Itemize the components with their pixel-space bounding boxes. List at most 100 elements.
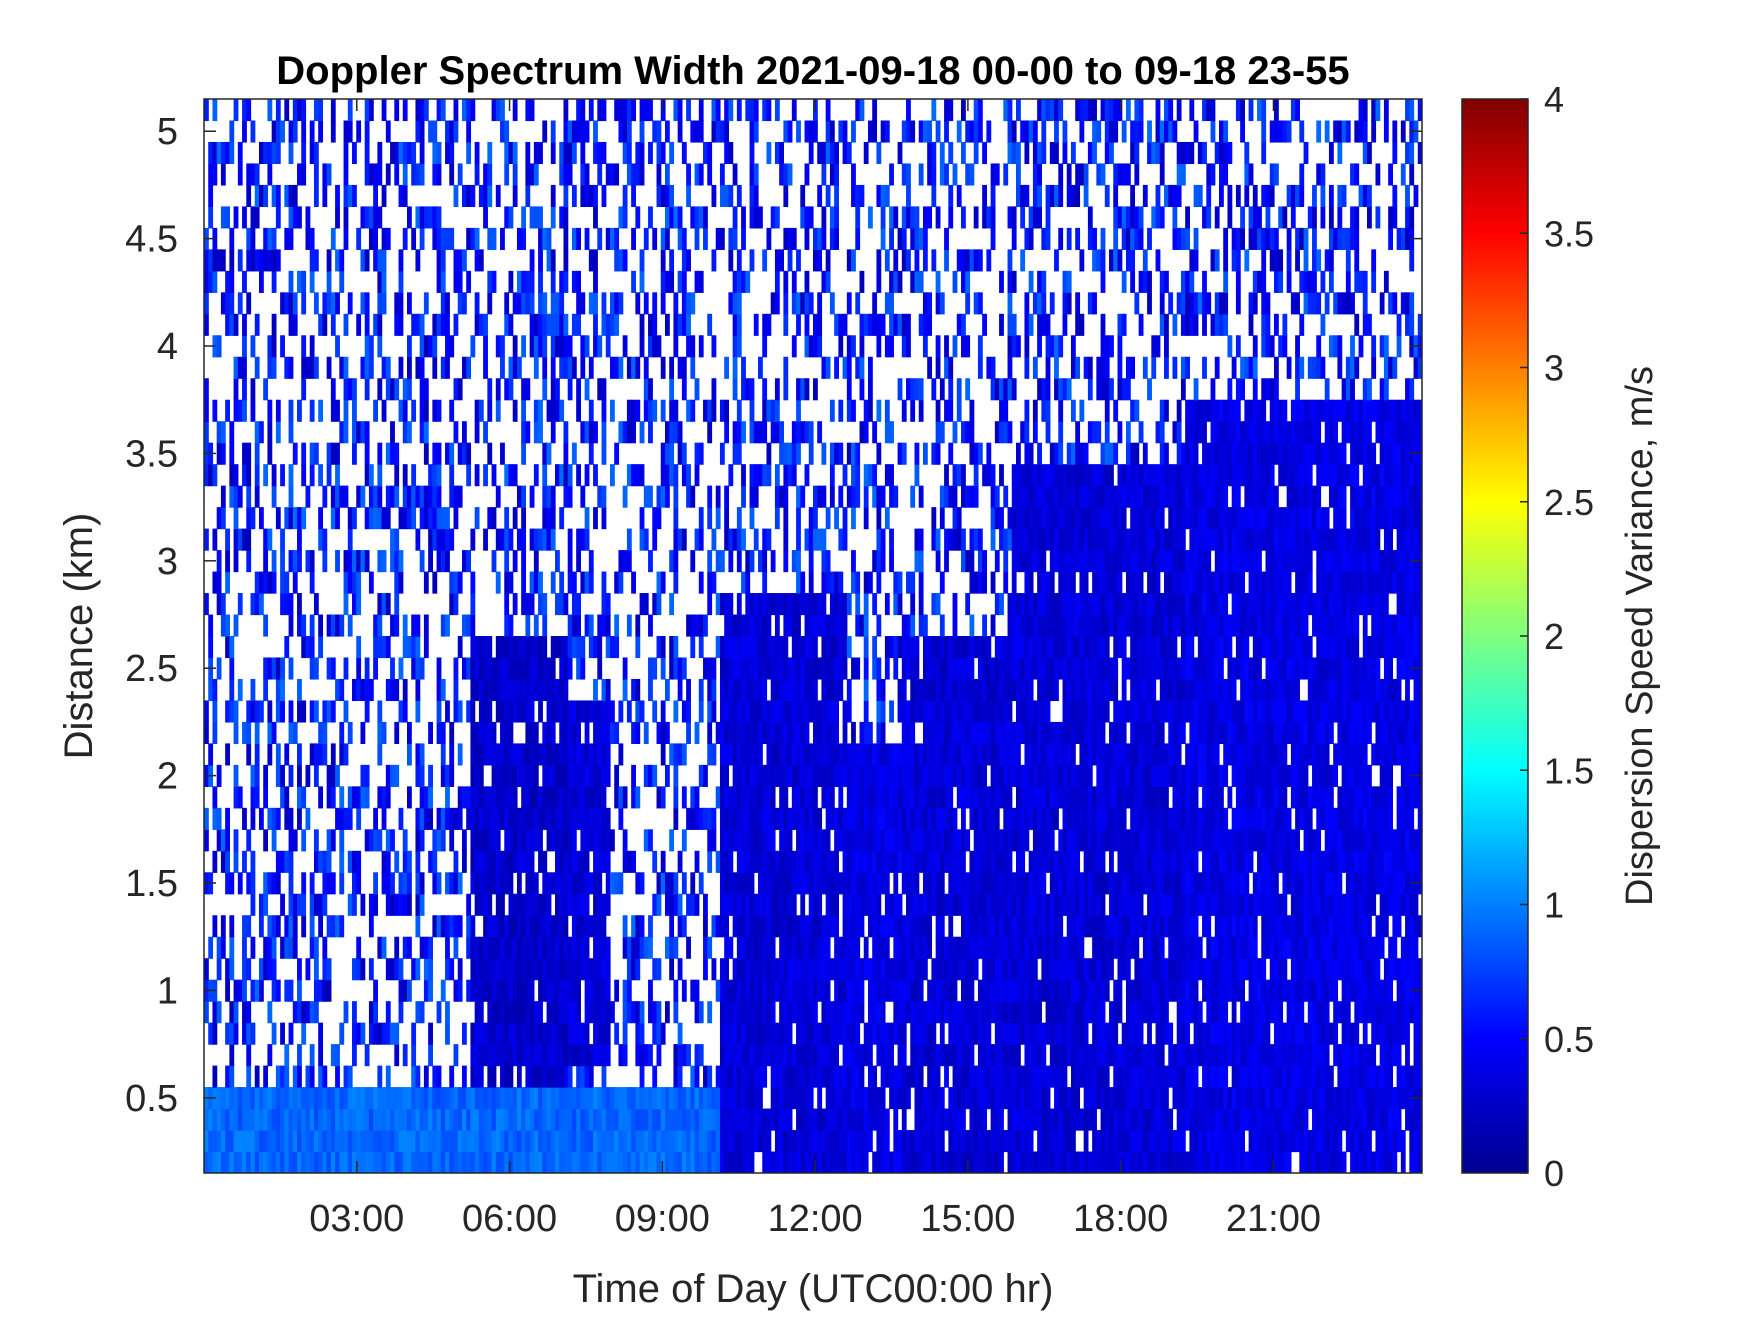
heatmap-cell <box>728 786 734 809</box>
heatmap-cell <box>538 1022 543 1045</box>
heatmap-cell <box>736 1087 742 1110</box>
heatmap-cell <box>326 249 332 272</box>
heatmap-cell <box>258 1151 264 1173</box>
heatmap-cell <box>419 421 425 444</box>
heatmap-cell <box>906 807 911 830</box>
heatmap-cell <box>470 850 476 873</box>
heatmap-cell <box>593 1151 598 1173</box>
heatmap-cell <box>643 936 649 959</box>
heatmap-cell <box>584 227 590 250</box>
heatmap-cell <box>762 1108 768 1131</box>
heatmap-cell <box>284 807 290 830</box>
heatmap-cell <box>897 1130 903 1153</box>
heatmap-cell <box>208 1151 214 1173</box>
heatmap-cell <box>834 636 839 659</box>
heatmap-cell <box>521 335 527 358</box>
heatmap-cell <box>542 120 548 143</box>
heatmap-cell <box>601 399 607 422</box>
heatmap-cell <box>254 721 260 744</box>
heatmap-cell <box>851 786 856 809</box>
heatmap-cell <box>952 1022 958 1045</box>
heatmap-cell <box>922 120 928 143</box>
heatmap-cell <box>732 1001 738 1024</box>
heatmap-cell <box>390 829 395 852</box>
heatmap-cell <box>419 163 425 186</box>
heatmap-cell <box>580 421 586 444</box>
heatmap-cell <box>703 1065 708 1088</box>
heatmap-cell <box>660 141 666 165</box>
heatmap-cell <box>711 678 717 702</box>
heatmap-cell <box>542 335 548 358</box>
heatmap-cell <box>758 893 763 916</box>
heatmap-cell <box>297 807 302 830</box>
heatmap-cell <box>931 829 937 852</box>
heatmap-cell <box>787 1151 793 1173</box>
heatmap-cell <box>529 764 535 787</box>
heatmap-cell <box>500 936 505 959</box>
heatmap-cell <box>889 550 894 573</box>
heatmap-cell <box>758 807 763 830</box>
heatmap-cell <box>385 1001 391 1024</box>
heatmap-cell <box>495 636 501 659</box>
heatmap-cell <box>597 1022 603 1045</box>
heatmap-cell <box>538 893 543 916</box>
heatmap-cell <box>635 1151 641 1173</box>
heatmap-cell <box>897 593 903 616</box>
heatmap-cell <box>736 958 742 981</box>
heatmap-cell <box>935 657 941 680</box>
heatmap-cell <box>901 249 907 272</box>
heatmap-cell <box>867 1130 873 1153</box>
heatmap-cell <box>719 1065 725 1088</box>
heatmap-cell <box>292 99 298 122</box>
heatmap-cell <box>808 1130 814 1153</box>
heatmap-cell <box>872 893 878 916</box>
heatmap-cell <box>800 872 806 895</box>
heatmap-cell <box>783 829 789 852</box>
heatmap-cell <box>813 1022 818 1045</box>
heatmap-cell <box>580 1151 586 1173</box>
heatmap-cell <box>834 184 839 207</box>
heatmap-cell <box>753 614 759 637</box>
heatmap-cell <box>516 1065 522 1088</box>
heatmap-cell <box>546 1108 552 1131</box>
heatmap-cell <box>423 399 429 422</box>
heatmap-cell <box>474 227 480 250</box>
heatmap-cell <box>804 206 810 229</box>
heatmap-cell <box>724 593 730 616</box>
heatmap-cell <box>656 485 662 508</box>
heatmap-cell <box>555 936 560 959</box>
heatmap-cell <box>825 614 831 637</box>
heatmap-cell <box>360 958 366 981</box>
heatmap-cell <box>525 1022 531 1045</box>
heatmap-cell <box>774 421 780 444</box>
heatmap-cell <box>660 721 666 744</box>
heatmap-cell <box>322 850 328 873</box>
heatmap-cell <box>491 936 497 959</box>
heatmap-cell <box>402 227 408 250</box>
heatmap-cell <box>901 829 907 852</box>
heatmap-cell <box>415 636 421 659</box>
heatmap-cell <box>855 1022 861 1045</box>
heatmap-cell <box>758 786 763 809</box>
heatmap-cell <box>842 657 848 680</box>
heatmap-cell <box>593 464 598 487</box>
heatmap-cell <box>576 120 581 143</box>
heatmap-cell <box>394 378 400 401</box>
heatmap-cell <box>796 958 801 981</box>
heatmap-cell <box>673 743 679 766</box>
heatmap-cell <box>398 1151 404 1173</box>
heatmap-cell <box>753 657 759 680</box>
heatmap-cell <box>652 1087 658 1110</box>
heatmap-cell <box>529 1065 535 1088</box>
heatmap-cell <box>478 1151 484 1173</box>
heatmap-cell <box>867 958 873 981</box>
heatmap-cell <box>390 764 395 787</box>
heatmap-cell <box>538 979 543 1002</box>
heatmap-cell <box>715 99 721 122</box>
heatmap-cell <box>673 1001 679 1024</box>
heatmap-cell <box>318 313 324 336</box>
heatmap-cell <box>563 163 569 186</box>
heatmap-cell <box>796 807 801 830</box>
heatmap-cell <box>495 485 501 508</box>
heatmap-cell <box>825 1151 831 1173</box>
